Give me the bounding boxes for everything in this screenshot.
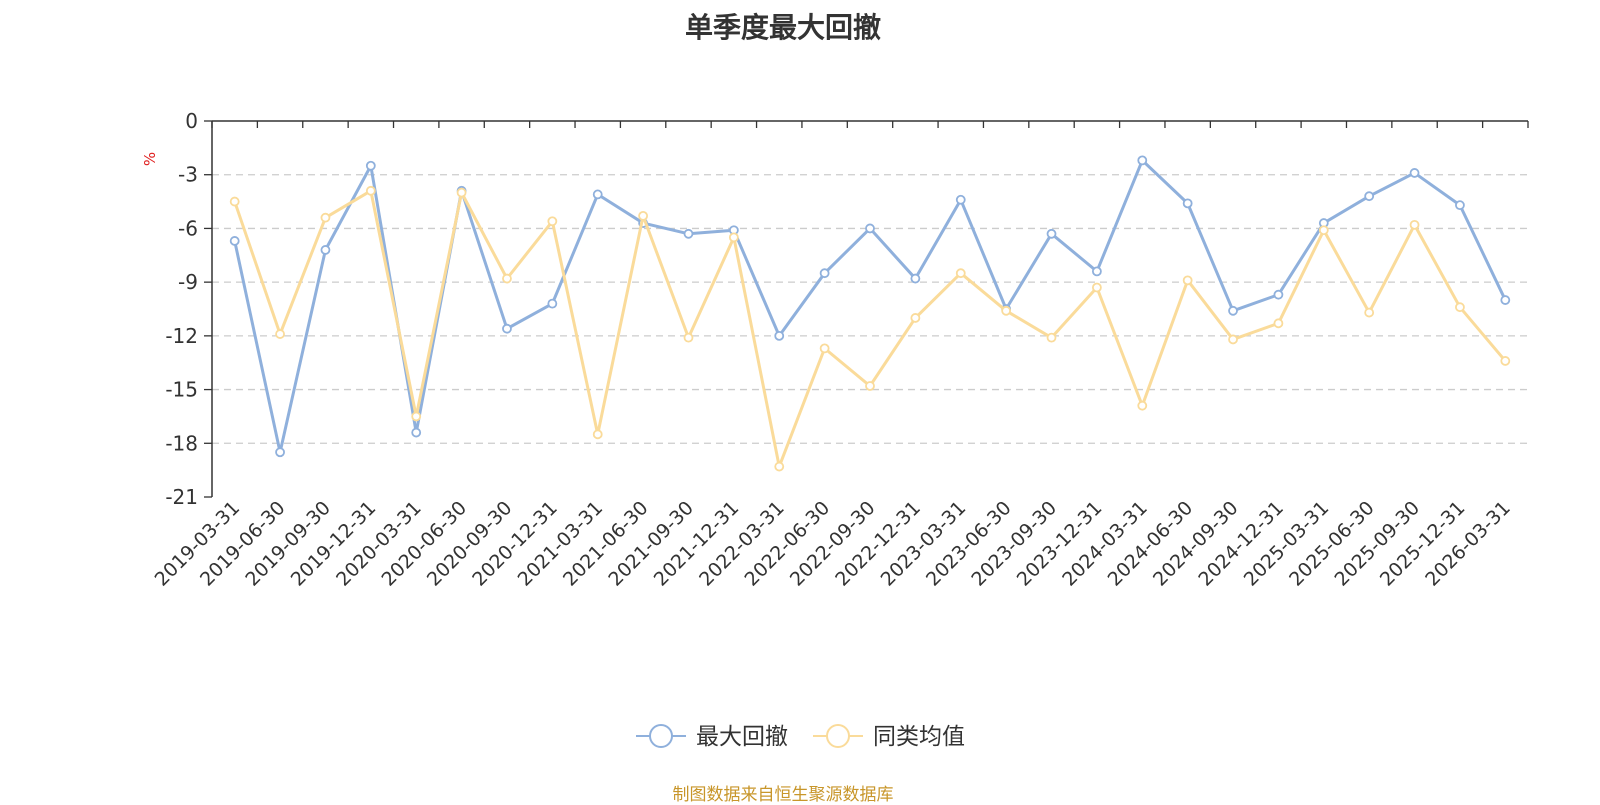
data-point: [320, 212, 331, 223]
data-point: [275, 447, 285, 458]
data-point: [229, 196, 240, 207]
data-point: [955, 268, 966, 279]
data-point: [411, 411, 422, 422]
data-point: [229, 236, 240, 246]
data-point: [910, 273, 921, 284]
data-point: [819, 268, 830, 279]
data-point: [1500, 295, 1511, 305]
series-1: [229, 155, 1511, 458]
data-point: [1137, 155, 1148, 166]
data-point: [275, 329, 285, 339]
data-point: [502, 273, 512, 284]
y-axis-unit-label: %: [141, 152, 159, 166]
data-point: [320, 245, 331, 255]
data-point: [1228, 334, 1238, 345]
data-point: [728, 232, 739, 243]
y-tick-label: 0: [185, 109, 198, 133]
data-point: [1455, 200, 1465, 211]
series-2: [229, 185, 1511, 472]
data-point: [1046, 228, 1057, 239]
data-point: [1091, 282, 1102, 293]
data-point: [638, 210, 649, 221]
data-point: [1182, 275, 1193, 286]
data-point: [1500, 356, 1511, 366]
data-point: [365, 185, 376, 196]
data-point: [592, 189, 603, 200]
y-tick-label: -6: [178, 216, 198, 240]
grid-lines: [212, 174, 1528, 444]
data-point: [910, 313, 921, 323]
data-point: [1409, 219, 1420, 230]
y-tick-label: -9: [178, 270, 198, 294]
data-point: [955, 194, 966, 205]
y-tick-label: -21: [165, 485, 198, 509]
data-point: [411, 427, 422, 438]
legend-label: 最大回撤: [696, 724, 788, 750]
data-point: [1273, 318, 1284, 329]
legend-marker: [826, 724, 850, 748]
chart-title: 单季度最大回撤: [684, 11, 881, 44]
data-point: [774, 461, 785, 472]
data-point: [683, 332, 694, 343]
legend-item-1: 最大回撤: [636, 724, 788, 750]
series: [229, 155, 1511, 472]
y-tick-label: -15: [165, 378, 198, 402]
data-point: [456, 187, 467, 198]
data-point: [683, 228, 694, 239]
source-note: 制图数据来自恒生聚源数据库: [672, 785, 894, 805]
data-point: [1046, 332, 1057, 343]
data-point: [1137, 400, 1148, 411]
data-point: [819, 343, 830, 354]
data-point: [502, 323, 512, 334]
data-point: [365, 160, 376, 171]
data-point: [547, 298, 558, 309]
data-point: [1455, 302, 1465, 313]
data-point: [1273, 289, 1284, 300]
data-point: [1364, 307, 1375, 318]
legend: 最大回撤 同类均值: [636, 724, 965, 750]
axes: 0-3-6-9-12-15-18-212019-03-312019-06-302…: [151, 109, 1529, 591]
data-point: [1182, 198, 1193, 209]
legend-item-2: 同类均值: [813, 724, 965, 750]
data-point: [1228, 305, 1238, 316]
y-tick-label: -18: [165, 431, 198, 455]
data-point: [1318, 225, 1329, 236]
data-point: [1409, 168, 1420, 178]
data-point: [1091, 266, 1102, 277]
data-point: [865, 381, 875, 391]
legend-marker: [649, 724, 673, 748]
data-point: [865, 223, 875, 234]
data-point: [547, 216, 558, 227]
y-tick-label: -12: [165, 324, 198, 348]
legend-label: 同类均值: [873, 724, 965, 750]
y-tick-label: -3: [178, 163, 198, 187]
data-point: [592, 429, 603, 440]
series-line: [233, 158, 1507, 454]
data-point: [1001, 305, 1012, 316]
data-point: [1364, 191, 1375, 202]
data-point: [774, 330, 785, 341]
